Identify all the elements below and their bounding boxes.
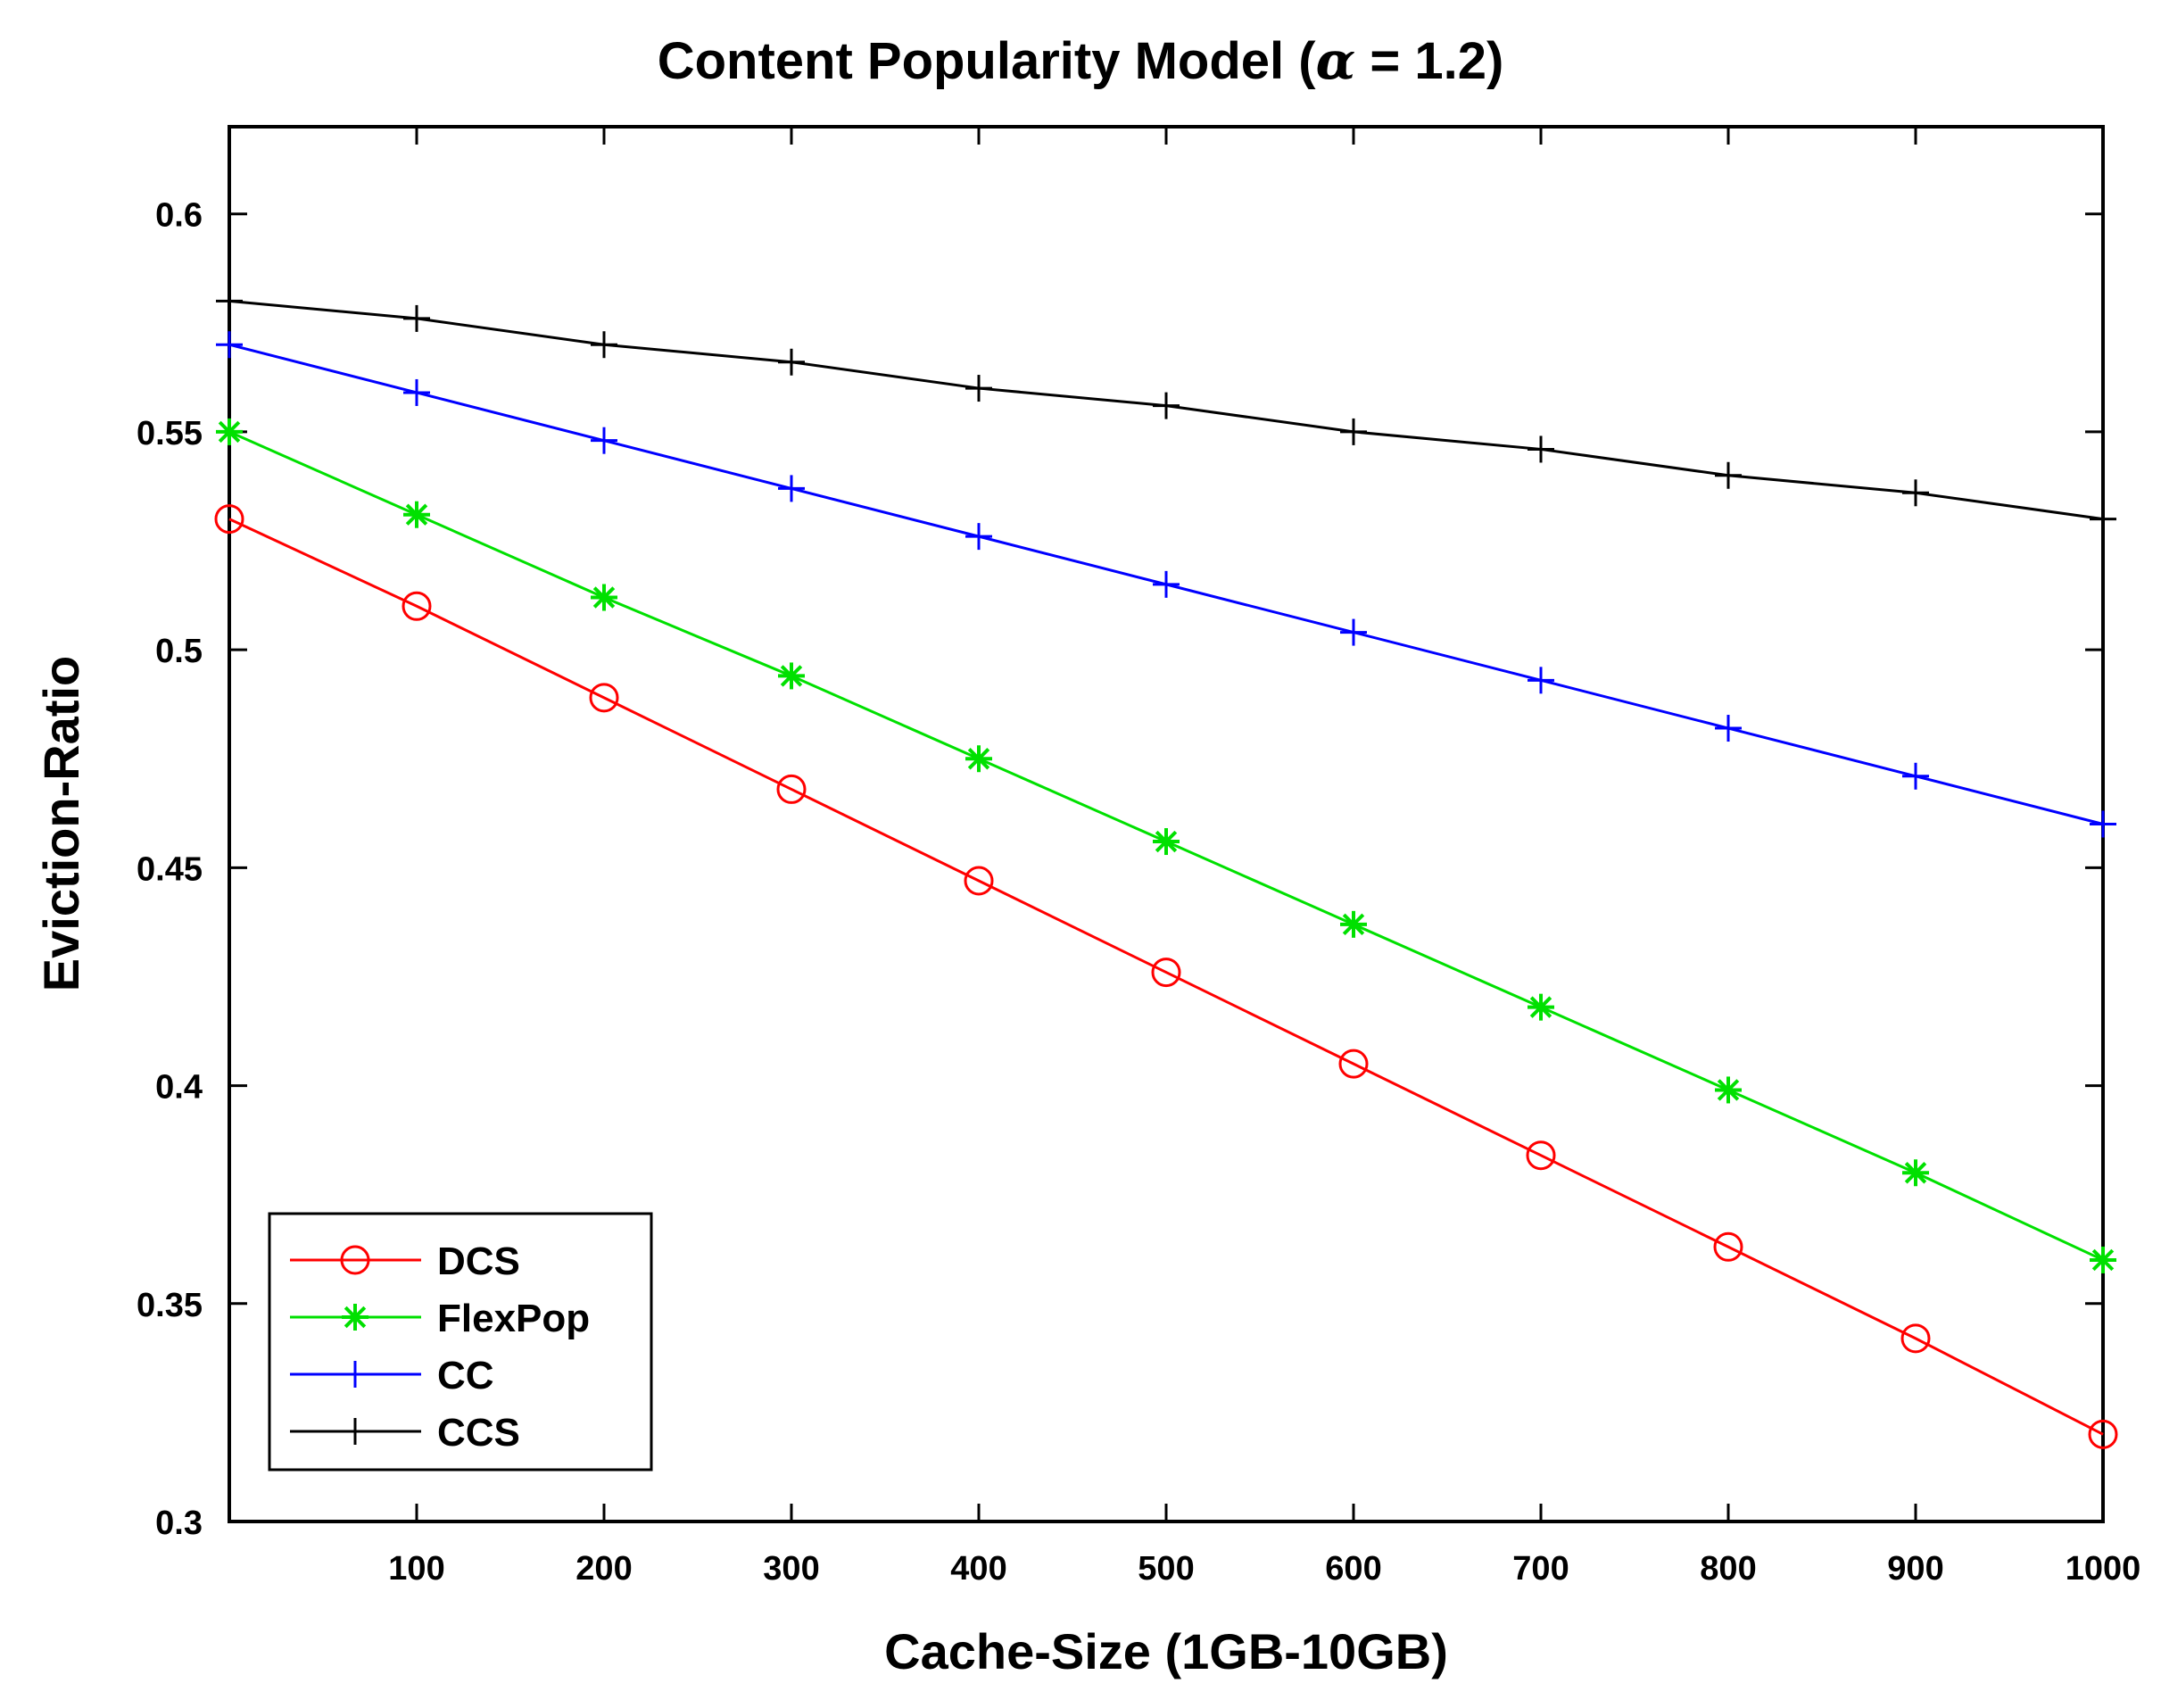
x-tick-label: 300 xyxy=(763,1550,819,1588)
y-axis-label: Eviction-Ratio xyxy=(33,656,89,991)
x-axis-label: Cache-Size (1GB-10GB) xyxy=(884,1623,1448,1679)
y-tick-label: 0.3 xyxy=(155,1505,203,1542)
legend: DCS FlexPop CC CCS xyxy=(268,1212,653,1472)
series-line-dcs xyxy=(228,518,2104,1436)
data-point-ccs xyxy=(778,348,805,376)
series-flexpop xyxy=(216,418,2116,1273)
data-point-flexpop xyxy=(1715,1076,1742,1104)
legend-item-dcs: DCS xyxy=(290,1240,520,1283)
series-dcs xyxy=(214,504,2118,1449)
data-point-ccs xyxy=(216,287,243,315)
data-point-ccs xyxy=(1340,418,1367,445)
data-point-cc xyxy=(965,523,992,551)
chart-title: Content Popularity Model (α = 1.2) xyxy=(658,30,1504,91)
data-point-dcs xyxy=(402,591,432,621)
y-tick-label: 0.35 xyxy=(137,1287,203,1324)
axis-ticks: 100 200 300 400 500 600 700 800 900 1000 0.3 0.35 0.… xyxy=(137,127,2140,1588)
legend-label: CCS xyxy=(437,1411,520,1455)
data-point-ccs xyxy=(1715,461,1742,489)
data-point-flexpop xyxy=(778,662,805,690)
x-tick-label: 700 xyxy=(1512,1550,1569,1588)
y-tick-label: 0.4 xyxy=(155,1069,203,1107)
data-point-flexpop xyxy=(216,418,243,445)
y-tick-label: 0.55 xyxy=(137,415,203,452)
data-point-flexpop xyxy=(591,584,617,611)
legend-label: FlexPop xyxy=(437,1297,590,1340)
data-point-flexpop xyxy=(2090,1246,2116,1273)
data-point-ccs xyxy=(1528,435,1554,463)
data-point-flexpop xyxy=(403,501,430,528)
legend-marker xyxy=(342,1361,368,1388)
y-tick-label: 0.5 xyxy=(155,633,203,670)
data-point-flexpop xyxy=(1153,828,1180,856)
series-ccs xyxy=(216,287,2116,533)
data-point-dcs xyxy=(776,774,807,804)
x-tick-label: 400 xyxy=(950,1550,1006,1588)
data-point-cc xyxy=(1528,667,1554,694)
data-point-cc xyxy=(216,331,243,359)
legend-marker xyxy=(342,1304,368,1331)
data-point-dcs xyxy=(964,866,994,896)
x-tick-label: 500 xyxy=(1138,1550,1194,1588)
data-point-cc xyxy=(591,427,617,454)
data-point-flexpop xyxy=(965,745,992,773)
data-point-ccs xyxy=(591,331,617,359)
alpha-symbol: α xyxy=(1316,30,1356,91)
data-point-cc xyxy=(1902,762,1929,790)
legend-box xyxy=(268,1212,653,1472)
x-tick-label: 900 xyxy=(1887,1550,1943,1588)
legend-label: DCS xyxy=(437,1240,520,1283)
data-point-dcs xyxy=(1900,1323,1931,1354)
data-point-dcs xyxy=(1713,1231,1743,1262)
series-cc xyxy=(216,331,2116,838)
data-point-cc xyxy=(403,378,430,406)
data-point-cc xyxy=(1715,715,1742,742)
data-point-ccs xyxy=(1153,392,1180,419)
legend-item-cc: CC xyxy=(290,1354,494,1397)
series-layer xyxy=(214,287,2118,1449)
x-tick-label: 600 xyxy=(1325,1550,1381,1588)
legend-marker xyxy=(340,1245,370,1275)
data-point-cc xyxy=(2090,810,2116,838)
data-point-dcs xyxy=(1526,1140,1556,1171)
legend-item-flexpop: FlexPop xyxy=(290,1297,590,1340)
y-tick-label: 0.45 xyxy=(137,850,203,888)
data-point-ccs xyxy=(965,375,992,402)
data-point-flexpop xyxy=(1340,910,1367,938)
x-tick-label: 200 xyxy=(575,1550,632,1588)
data-point-dcs xyxy=(589,683,619,713)
data-point-dcs xyxy=(214,504,244,535)
data-point-ccs xyxy=(2090,505,2116,533)
legend-label: CC xyxy=(437,1354,494,1397)
legend-item-ccs: CCS xyxy=(290,1411,520,1455)
data-point-ccs xyxy=(1902,479,1929,507)
x-tick-label: 1000 xyxy=(2066,1550,2141,1588)
y-tick-label: 0.6 xyxy=(155,197,203,235)
x-tick-label: 100 xyxy=(388,1550,444,1588)
data-point-cc xyxy=(1340,618,1367,646)
data-point-flexpop xyxy=(1528,993,1554,1021)
data-point-cc xyxy=(778,475,805,502)
data-point-cc xyxy=(1153,570,1180,598)
data-point-dcs xyxy=(2088,1419,2118,1449)
data-point-flexpop xyxy=(1902,1159,1929,1187)
data-point-dcs xyxy=(1151,958,1181,988)
data-point-dcs xyxy=(1338,1049,1369,1079)
data-point-ccs xyxy=(403,304,430,332)
legend-marker xyxy=(342,1418,368,1445)
x-tick-label: 800 xyxy=(1700,1550,1756,1588)
